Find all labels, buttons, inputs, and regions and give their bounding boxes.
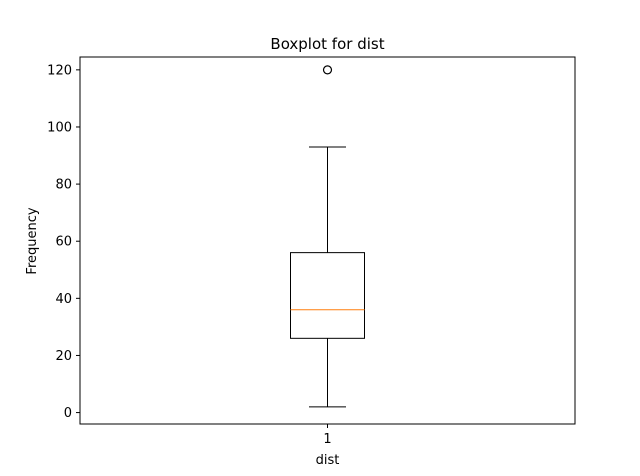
y-tick-label: 80: [55, 178, 72, 193]
y-tick-label: 120: [47, 63, 72, 78]
y-tick-label: 0: [64, 406, 72, 421]
y-tick-label: 100: [47, 120, 72, 135]
chart-title: Boxplot for dist: [270, 35, 384, 53]
box-marks: [290, 65, 365, 408]
y-tick-label: 40: [55, 292, 72, 307]
x-tick-label: 1: [323, 432, 331, 447]
y-tick-label: 60: [55, 235, 72, 250]
outlier-point: [322, 65, 333, 75]
y-axis-label: Frequency: [25, 207, 40, 274]
plot-frame: [79, 56, 576, 425]
y-tick-label: 20: [55, 349, 72, 364]
axis-ticks: 0 20 40 60 80 100 120 1: [47, 63, 331, 447]
x-axis-label: dist: [316, 453, 340, 468]
iqr-box: [290, 252, 365, 339]
